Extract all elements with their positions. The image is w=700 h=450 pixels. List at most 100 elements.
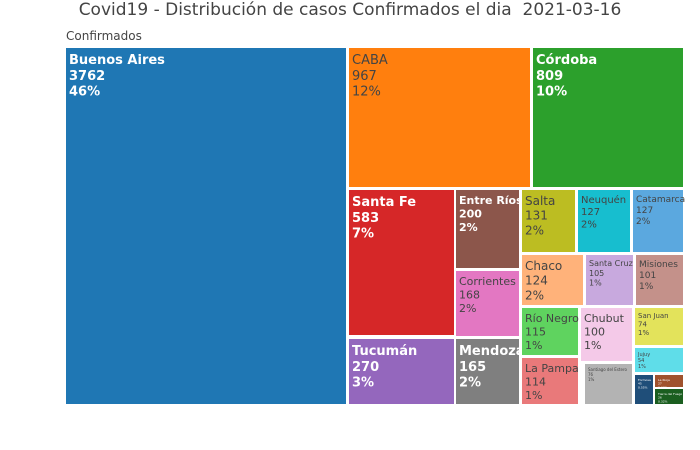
tile-value: 101 (639, 271, 656, 281)
tile-value: 168 (459, 288, 480, 301)
tile-percent: 2% (581, 219, 597, 230)
tile-rect[interactable] (456, 271, 519, 336)
tile-name: Misiones (639, 260, 678, 270)
tile-name: CABA (352, 53, 388, 68)
tile-value: 270 (352, 360, 379, 375)
tile-value: 45 (638, 382, 642, 386)
tile-rect[interactable] (522, 190, 575, 252)
tile-percent: 0.32% (658, 399, 668, 403)
tile-name: Corrientes (459, 275, 516, 288)
tile-name: Salta (525, 194, 555, 208)
tile-name: Santiago del Estero (588, 367, 627, 372)
tile-name: Tierra del Fuego (657, 392, 682, 396)
tile-rect[interactable] (522, 308, 578, 355)
tile-value: 127 (581, 207, 600, 218)
tile-percent: 1% (588, 377, 595, 382)
tile-name: Tucumán (352, 344, 417, 359)
tile-value: 105 (589, 269, 604, 278)
tile-value: 809 (536, 69, 563, 84)
tile-percent: 2% (459, 376, 481, 391)
tile-value: 26 (658, 396, 662, 400)
tile-rect[interactable] (655, 389, 683, 404)
tile-percent: 1% (638, 329, 649, 337)
tile-percent: 1% (525, 389, 542, 402)
tile-percent: 2% (459, 221, 478, 234)
tile-value: 131 (525, 209, 548, 223)
tile-name: La Rioja (658, 378, 670, 382)
tile-percent: 1% (525, 339, 542, 352)
tile-rect[interactable] (581, 308, 632, 361)
tile-rect[interactable] (635, 375, 653, 404)
tile-rect[interactable] (533, 48, 683, 187)
tile-name: Neuquén (581, 194, 626, 206)
tile-percent: 0.55% (638, 385, 648, 389)
tile-name: Río Negro (525, 312, 579, 325)
tile-rect[interactable] (655, 375, 683, 387)
tile-rect[interactable] (349, 339, 454, 404)
tile-rect[interactable] (586, 255, 633, 305)
tile-percent: 2% (459, 302, 476, 315)
tile-rect[interactable] (522, 358, 578, 404)
tile-value: 3762 (69, 69, 105, 84)
tile-name: Chaco (525, 259, 562, 273)
tile-value: 583 (352, 211, 379, 226)
tile-value: 27 (658, 382, 662, 386)
tile-percent: 7% (352, 227, 374, 242)
tile-percent: 2% (525, 288, 544, 302)
tile-percent: 1% (638, 364, 646, 370)
tile-rect[interactable] (349, 190, 454, 335)
tile-name: San Juan (638, 312, 669, 320)
tile-rect[interactable] (636, 255, 683, 305)
tile-value: 54 (638, 358, 644, 364)
treemap-root-label[interactable]: Confirmados (66, 29, 142, 43)
tile-name: Jujuy (637, 352, 650, 358)
tile-name: Mendoza (459, 344, 525, 359)
tile-percent: 1% (584, 339, 601, 352)
tile-rect[interactable] (456, 190, 519, 268)
tile-rect[interactable] (585, 364, 632, 404)
tile-name: Santa Fe (352, 195, 416, 210)
tile-value: 967 (352, 69, 377, 84)
tile-rect[interactable] (633, 190, 683, 252)
tile-rect[interactable] (635, 348, 683, 372)
tile-rect[interactable] (456, 339, 519, 404)
tile-rect[interactable] (349, 48, 530, 187)
tile-name: La Pampa (525, 362, 579, 375)
tile-name: Catamarca (636, 195, 685, 205)
tile-rect[interactable] (635, 308, 683, 345)
tile-rect[interactable] (578, 190, 630, 252)
tile-value: 165 (459, 360, 486, 375)
tile-rect[interactable] (522, 255, 583, 305)
tile-percent: 12% (352, 85, 381, 100)
tile-name: Santa Cruz (589, 259, 633, 268)
tile-percent: 0.33% (658, 385, 668, 389)
tile-percent: 1% (639, 282, 654, 292)
tile-name: Buenos Aires (69, 53, 165, 68)
tile-percent: 2% (636, 217, 651, 227)
tile-rect[interactable] (66, 48, 346, 404)
